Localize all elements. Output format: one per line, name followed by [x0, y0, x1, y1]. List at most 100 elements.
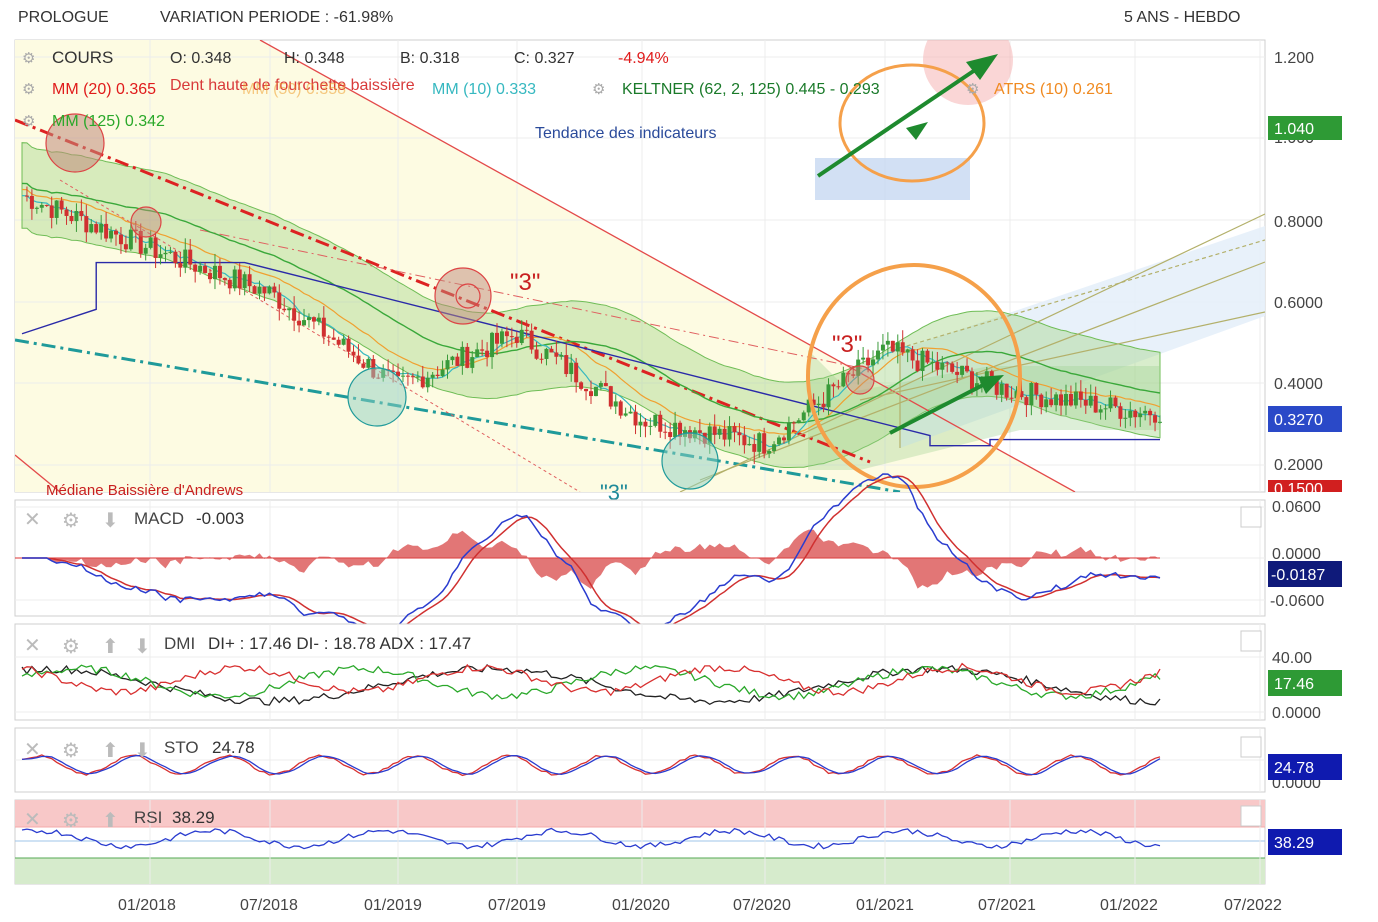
arrow-down-icon[interactable]: ⬇	[134, 636, 151, 658]
candle-body	[534, 349, 539, 359]
gear-icon[interactable]: ⚙	[62, 740, 80, 762]
gear-icon[interactable]: ⚙	[62, 810, 80, 832]
candle-body	[400, 375, 405, 377]
candle-body	[420, 376, 425, 388]
candle-body	[762, 433, 767, 454]
candle-body	[39, 204, 44, 208]
candle-body	[1133, 410, 1138, 418]
gear-icon[interactable]: ⚙	[62, 510, 80, 532]
candle-body	[935, 361, 940, 370]
channel-up-zone	[900, 226, 1265, 448]
pitchfork-lower	[15, 454, 61, 492]
cours-label: COURS	[52, 48, 113, 67]
orange-ellipse-big	[806, 263, 1022, 489]
candle-body	[890, 340, 895, 352]
price-tag-text: 0.3270	[1274, 412, 1323, 429]
candle-body	[282, 308, 287, 311]
period-selector[interactable]: 5 ANS - HEBDO	[1124, 9, 1241, 26]
candle-body	[99, 223, 104, 233]
candle-body	[54, 200, 59, 218]
main-price-panel: ⚙ COURS O: 0.348 H: 0.348 B: 0.318 C: 0.…	[14, 39, 1342, 505]
candle-body	[445, 360, 450, 370]
candle-body	[851, 374, 856, 376]
y-tick: 0.0600	[1272, 499, 1321, 516]
candle-body	[969, 371, 974, 390]
change-value: -4.94%	[618, 50, 669, 67]
panel-checkbox[interactable]	[1240, 736, 1262, 758]
candle-body	[777, 437, 782, 445]
candle-body	[361, 363, 366, 368]
x-tick: 01/2021	[856, 897, 914, 914]
candle-body	[277, 292, 282, 309]
support-line	[15, 338, 901, 492]
x-tick: 07/2019	[488, 897, 546, 914]
candle-body	[133, 229, 138, 231]
panel-checkbox[interactable]	[1240, 630, 1262, 652]
arrow-down-icon[interactable]: ⬇	[134, 740, 151, 762]
y-tick: 0.4000	[1274, 376, 1323, 393]
green-arrow-2	[889, 382, 986, 435]
candle-body	[316, 317, 321, 322]
open-value: O: 0.348	[170, 50, 231, 67]
candle-body	[64, 209, 69, 216]
candle-body	[727, 426, 732, 440]
gear-icon[interactable]: ⚙	[966, 81, 979, 98]
candle-body	[757, 433, 762, 452]
candle-body	[643, 421, 648, 427]
candle-body	[767, 450, 772, 454]
candle-body	[668, 432, 673, 438]
gear-icon[interactable]: ⚙	[62, 636, 80, 658]
gear-icon[interactable]: ⚙	[22, 50, 35, 67]
candle-body	[222, 277, 227, 280]
arrow-up-icon[interactable]: ⬆	[102, 810, 119, 832]
top-bar: PROLOGUE VARIATION PERIODE : -61.98% 5 A…	[0, 0, 1378, 38]
candle-body	[831, 384, 836, 387]
candle-body	[1004, 383, 1009, 398]
panel-checkbox[interactable]	[1240, 506, 1262, 528]
candle-body	[737, 432, 742, 436]
candle-body	[109, 230, 114, 239]
x-tick: 01/2020	[612, 897, 670, 914]
gear-icon[interactable]: ⚙	[592, 81, 605, 98]
candle-body	[1039, 394, 1044, 408]
candle-body	[742, 435, 747, 446]
gear-icon[interactable]: ⚙	[22, 81, 35, 98]
candle-body	[391, 370, 396, 372]
close-icon[interactable]: ✕	[24, 809, 41, 831]
candle-body	[861, 357, 866, 360]
candle-body	[1078, 391, 1083, 400]
candle-body	[49, 205, 54, 218]
candle-body	[574, 362, 579, 383]
dmi-tag-text: 17.46	[1274, 676, 1314, 693]
rsi-value: 38.29	[172, 808, 215, 827]
close-icon[interactable]: ✕	[24, 509, 41, 531]
candle-body	[781, 437, 786, 441]
candle-body	[806, 399, 811, 413]
gear-icon[interactable]: ⚙	[22, 113, 35, 130]
candle-body	[341, 338, 346, 345]
dmi-tag	[1268, 670, 1342, 696]
candle-body	[346, 338, 351, 352]
candle-body	[198, 265, 203, 272]
y-tick: 40.00	[1272, 650, 1312, 667]
candle-body	[104, 223, 109, 239]
close-icon[interactable]: ✕	[24, 635, 41, 657]
arrow-down-icon[interactable]: ⬇	[102, 510, 119, 532]
candle-body	[707, 426, 712, 444]
close-icon[interactable]: ✕	[24, 739, 41, 761]
candle-body	[950, 363, 955, 372]
candle-body	[747, 443, 752, 446]
rsi-line	[21, 827, 1161, 850]
candle-body	[722, 428, 727, 440]
candle-body	[480, 349, 485, 351]
arrow-up-icon[interactable]: ⬆	[102, 636, 119, 658]
arrow-up-icon[interactable]: ⬆	[102, 740, 119, 762]
candle-body	[579, 382, 584, 389]
candle-body	[514, 336, 519, 344]
candle-body	[504, 331, 509, 337]
candle-body	[326, 336, 331, 338]
variation-label: VARIATION PERIODE : -61.98%	[160, 9, 394, 26]
panel-checkbox[interactable]	[1240, 805, 1262, 827]
candle-body	[910, 349, 915, 361]
